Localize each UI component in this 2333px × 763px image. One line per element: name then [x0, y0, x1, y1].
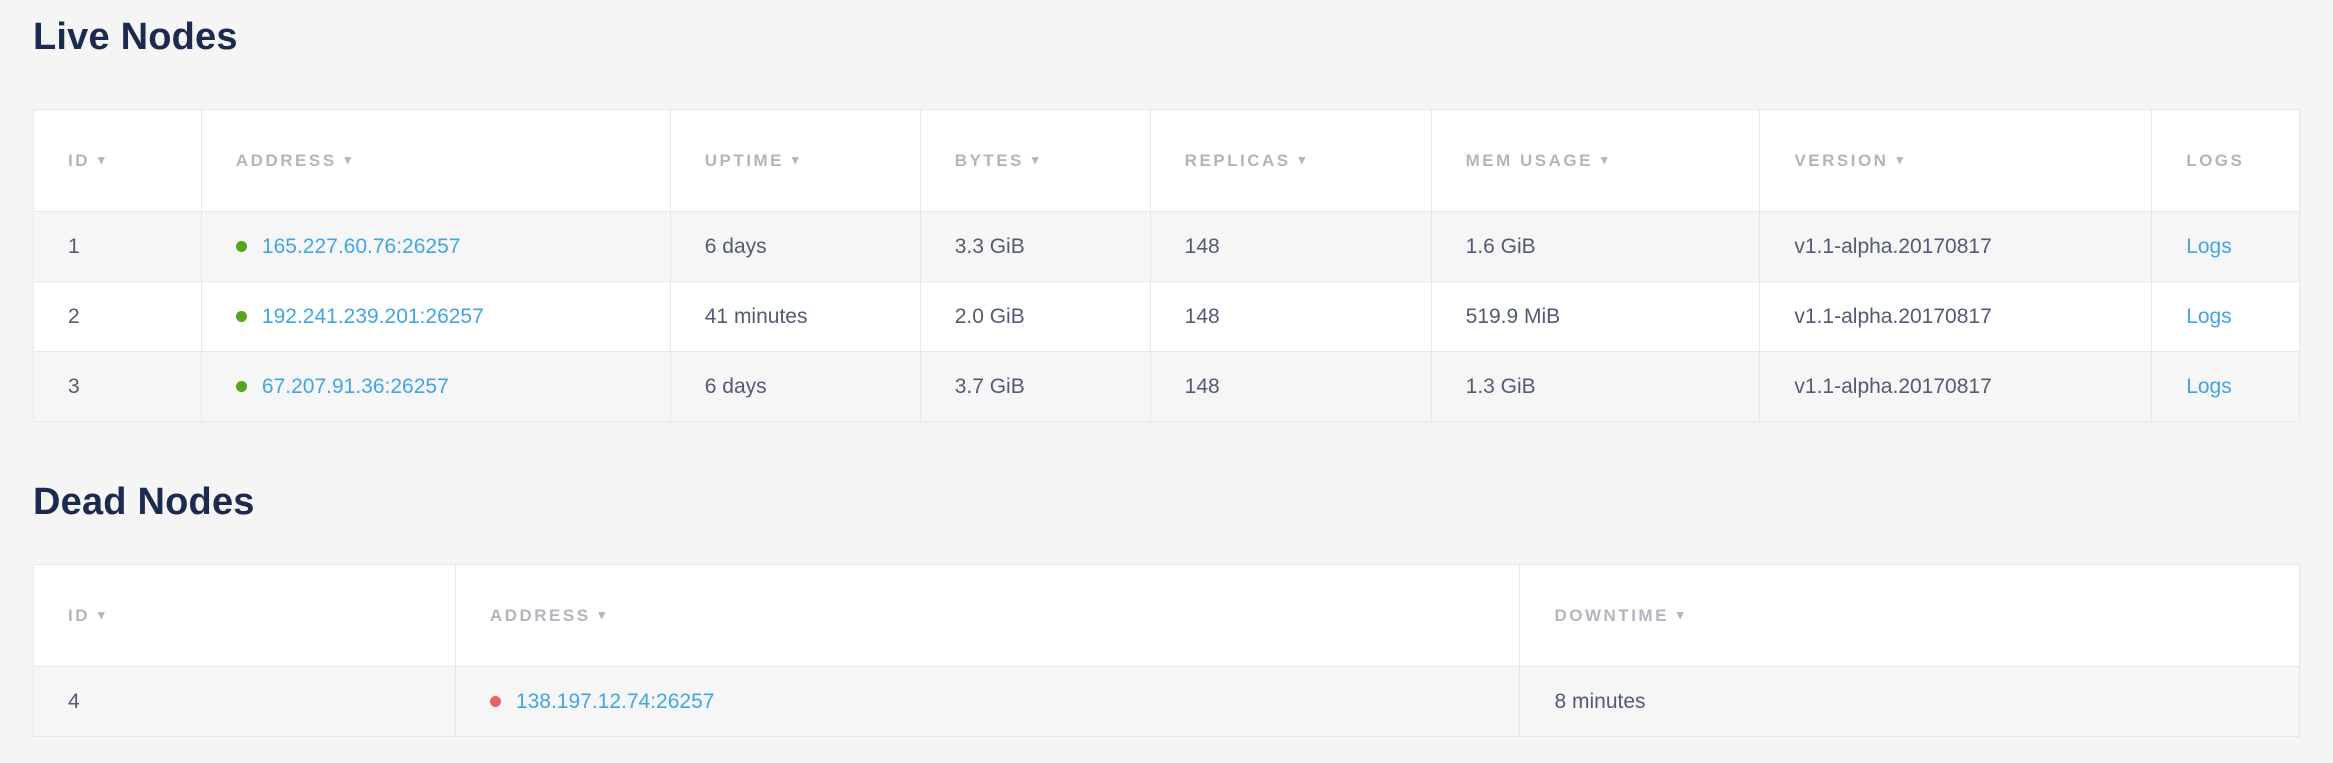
node-id-cell: 4 [33, 666, 456, 737]
column-header-label: VERSION [1794, 150, 1889, 170]
column-header-label: MEM USAGE [1465, 150, 1593, 170]
column-header-label: DOWNTIME [1554, 605, 1669, 625]
column-header-uptime[interactable]: UPTIME ▾ [669, 109, 921, 212]
column-header-logs: LOGS [2151, 109, 2300, 212]
sort-arrow-icon: ▾ [1600, 151, 1608, 167]
node-mem-usage-cell: 1.3 GiB [1430, 351, 1761, 422]
node-replicas-cell: 148 [1149, 211, 1432, 282]
node-address-link[interactable]: 138.197.12.74:26257 [515, 689, 715, 713]
node-replicas-cell: 148 [1149, 351, 1432, 422]
live-node-row: 3 67.207.91.36:26257 6 days 3.7 GiB 148 … [33, 351, 2300, 422]
node-bytes-cell: 3.7 GiB [919, 351, 1151, 422]
column-header-label: BYTES [954, 150, 1024, 170]
cluster-nodes-page: Live Nodes ID ▾ ADDRESS ▾ UPTIME ▾ BYTES ▾ R… [33, 16, 2300, 737]
sort-arrow-icon: ▾ [98, 151, 105, 167]
live-node-row: 1 165.227.60.76:26257 6 days 3.3 GiB 148… [33, 211, 2300, 282]
node-id-cell: 1 [33, 211, 202, 282]
node-downtime-cell: 8 minutes [1519, 666, 2300, 737]
live-status-dot-icon [235, 380, 247, 392]
dead-nodes-table: ID ▾ ADDRESS ▾ DOWNTIME ▾ 4 138.197.12.74:2… [33, 564, 2300, 737]
column-header-label: ID [68, 150, 90, 170]
sort-arrow-icon: ▾ [1031, 151, 1039, 167]
node-logs-cell: Logs [2151, 211, 2300, 282]
column-header-downtime[interactable]: DOWNTIME ▾ [1519, 564, 2300, 667]
live-status-dot-icon [235, 310, 247, 322]
sort-arrow-icon: ▾ [598, 606, 606, 622]
node-address-link[interactable]: 165.227.60.76:26257 [261, 234, 461, 258]
node-address-cell: 138.197.12.74:26257 [454, 666, 1521, 737]
node-id-cell: 2 [33, 281, 202, 352]
sort-arrow-icon: ▾ [791, 151, 799, 167]
column-header-address[interactable]: ADDRESS ▾ [200, 109, 671, 212]
live-nodes-table: ID ▾ ADDRESS ▾ UPTIME ▾ BYTES ▾ REPLICAS ▾ ME… [33, 109, 2300, 422]
live-table-header-row: ID ▾ ADDRESS ▾ UPTIME ▾ BYTES ▾ REPLICAS ▾ ME… [33, 109, 2300, 212]
node-version-cell: v1.1-alpha.20170817 [1759, 211, 2153, 282]
dead-status-dot-icon [489, 695, 501, 707]
column-header-label: LOGS [2186, 150, 2245, 170]
sort-arrow-icon: ▾ [344, 151, 352, 167]
live-node-row: 2 192.241.239.201:26257 41 minutes 2.0 G… [33, 281, 2300, 352]
node-mem-usage-cell: 519.9 MiB [1430, 281, 1761, 352]
column-header-label: REPLICAS [1184, 150, 1291, 170]
column-header-id[interactable]: ID ▾ [33, 109, 202, 212]
node-uptime-cell: 6 days [669, 211, 921, 282]
node-version-cell: v1.1-alpha.20170817 [1759, 351, 2153, 422]
node-mem-usage-cell: 1.6 GiB [1430, 211, 1761, 282]
sort-arrow-icon: ▾ [1896, 151, 1903, 167]
column-header-address[interactable]: ADDRESS ▾ [454, 564, 1521, 667]
live-status-dot-icon [235, 240, 247, 252]
node-address-link[interactable]: 192.241.239.201:26257 [261, 304, 484, 328]
column-header-id[interactable]: ID ▾ [33, 564, 456, 667]
column-header-mem-usage[interactable]: MEM USAGE ▾ [1430, 109, 1761, 212]
node-logs-link[interactable]: Logs [2186, 374, 2232, 398]
column-header-label: ADDRESS [489, 605, 591, 625]
node-logs-link[interactable]: Logs [2186, 304, 2232, 328]
sort-arrow-icon: ▾ [98, 606, 105, 622]
live-nodes-title: Live Nodes [33, 16, 238, 58]
sort-arrow-icon: ▾ [1298, 151, 1306, 167]
node-logs-link[interactable]: Logs [2186, 234, 2232, 258]
node-logs-cell: Logs [2151, 281, 2300, 352]
column-header-label: ADDRESS [235, 150, 337, 170]
column-header-version[interactable]: VERSION ▾ [1759, 109, 2153, 212]
sort-arrow-icon: ▾ [1676, 606, 1684, 622]
node-uptime-cell: 6 days [669, 351, 921, 422]
column-header-replicas[interactable]: REPLICAS ▾ [1149, 109, 1432, 212]
column-header-bytes[interactable]: BYTES ▾ [919, 109, 1151, 212]
dead-node-row: 4 138.197.12.74:26257 8 minutes [33, 666, 2300, 737]
node-version-cell: v1.1-alpha.20170817 [1759, 281, 2153, 352]
node-uptime-cell: 41 minutes [669, 281, 921, 352]
column-header-label: UPTIME [704, 150, 784, 170]
node-address-link[interactable]: 67.207.91.36:26257 [261, 374, 449, 398]
node-bytes-cell: 3.3 GiB [919, 211, 1151, 282]
node-bytes-cell: 2.0 GiB [919, 281, 1151, 352]
dead-nodes-title: Dead Nodes [33, 481, 255, 523]
node-id-cell: 3 [33, 351, 202, 422]
node-logs-cell: Logs [2151, 351, 2300, 422]
node-replicas-cell: 148 [1149, 281, 1432, 352]
column-header-label: ID [68, 605, 90, 625]
node-address-cell: 67.207.91.36:26257 [200, 351, 671, 422]
node-address-cell: 192.241.239.201:26257 [200, 281, 671, 352]
dead-table-header-row: ID ▾ ADDRESS ▾ DOWNTIME ▾ [33, 564, 2300, 667]
node-address-cell: 165.227.60.76:26257 [200, 211, 671, 282]
